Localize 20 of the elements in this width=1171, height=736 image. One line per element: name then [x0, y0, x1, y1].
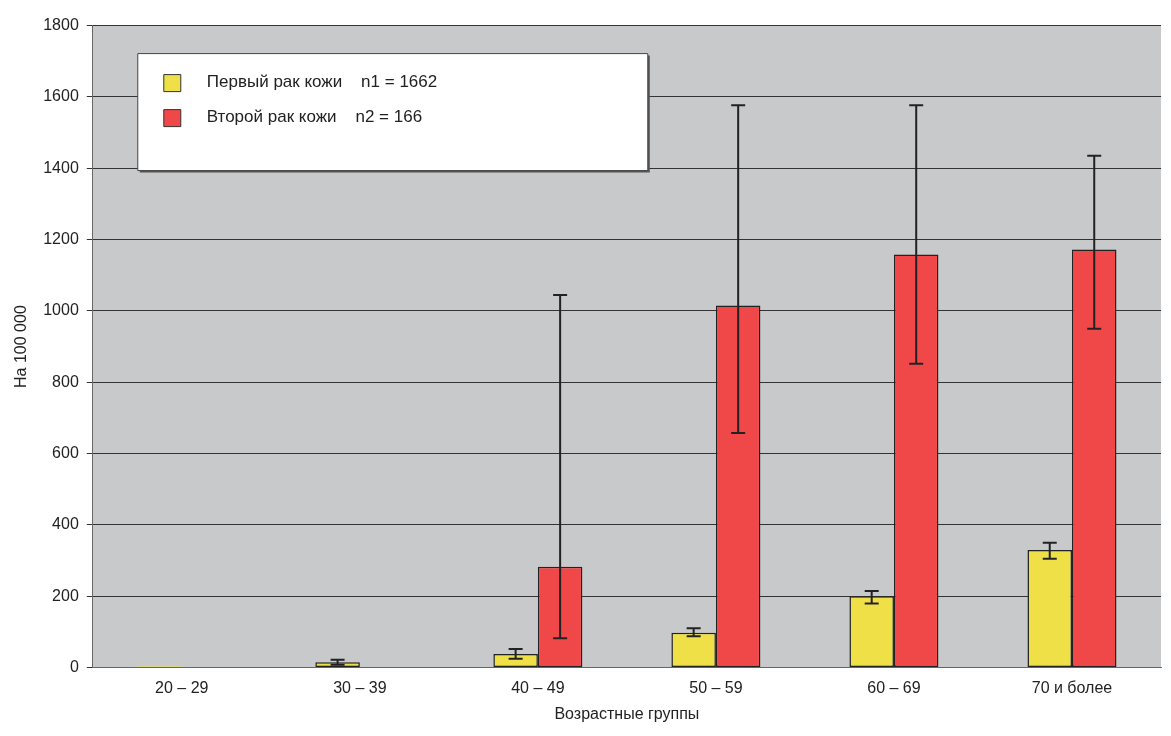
x-tick-label: 70 и более	[1031, 678, 1113, 696]
y-tick-label: 600	[52, 444, 79, 462]
y-tick-label: 200	[52, 586, 79, 604]
legend-label: Второй рак кожи n2 = 166	[206, 107, 423, 127]
x-tick-label: 40 – 49	[511, 678, 565, 696]
x-tick-label: 50 – 59	[689, 678, 743, 696]
y-tick-label: 1200	[43, 230, 79, 248]
x-tick-label: 60 – 69	[867, 678, 921, 696]
x-tick-label: 20 – 29	[155, 678, 209, 696]
legend-label: Первый рак кожи n1 = 1662	[206, 72, 438, 92]
y-tick-label: 1000	[43, 301, 79, 319]
y-tick-label: 1400	[43, 158, 79, 176]
y-tick-label: 400	[52, 515, 79, 533]
y-axis-title: На 100 000	[12, 305, 30, 388]
y-tick-label: 0	[69, 658, 79, 676]
x-axis-title: Возрастные группы	[554, 704, 700, 722]
y-tick-label: 1600	[43, 87, 79, 105]
y-tick-label: 1800	[43, 16, 79, 34]
y-tick-label: 800	[52, 372, 79, 390]
x-tick-label: 30 – 39	[333, 678, 387, 696]
